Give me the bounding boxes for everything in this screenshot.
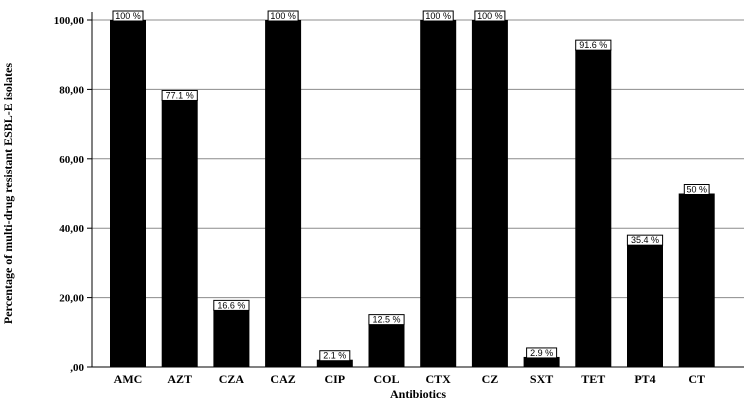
- bar-amc: [110, 20, 146, 367]
- bar-col: [368, 323, 405, 367]
- data-label: 91.6 %: [579, 40, 607, 50]
- data-label-box: [474, 10, 506, 22]
- y-tick-label: 100,00: [54, 15, 85, 27]
- x-tick-label: CTX: [426, 372, 452, 386]
- x-tick-label: TET: [581, 372, 605, 386]
- bar-cza: [213, 309, 250, 367]
- data-label-box: [267, 10, 299, 22]
- x-axis-ticks: AMC AZT CZA CAZ CIP COL CTX CZ SXT TET PT4 CT: [114, 372, 705, 386]
- bar-pt4: [627, 244, 663, 367]
- y-tick-label: ,00: [70, 362, 84, 374]
- bar-azt: [161, 99, 198, 367]
- data-label: 2.9 %: [530, 348, 553, 358]
- data-label-box: [526, 347, 558, 359]
- y-tick-label: 60,00: [59, 154, 84, 166]
- data-label: 100 %: [477, 11, 503, 21]
- x-tick-label: CZA: [219, 372, 245, 386]
- x-axis-title: Antibiotics: [390, 387, 446, 401]
- y-tick-label: 40,00: [59, 223, 84, 235]
- data-label-box: [368, 314, 405, 326]
- data-label-box: [575, 39, 612, 51]
- data-label-box: [683, 184, 710, 195]
- bar-cip: [316, 359, 353, 367]
- x-tick-label: COL: [373, 372, 399, 386]
- bar-ctx: [420, 20, 457, 367]
- data-label: 35.4 %: [631, 235, 659, 245]
- data-label: 16.6 %: [217, 300, 245, 310]
- bar-ct: [678, 193, 715, 367]
- y-axis-ticks: ,00 20,00 40,00 60,00 80,00 100,00: [54, 15, 92, 374]
- x-tick-label: CAZ: [270, 372, 295, 386]
- bar-tet: [575, 49, 612, 367]
- data-label: 100 %: [425, 11, 451, 21]
- y-axis-title: Percentage of multi-drug resistant ESBL-…: [1, 63, 15, 325]
- x-tick-label: PT4: [634, 372, 655, 386]
- data-label: 100 %: [270, 11, 296, 21]
- data-label-box: [213, 299, 250, 311]
- bar-caz: [265, 20, 302, 367]
- data-label-box: [112, 10, 144, 22]
- bars: [110, 20, 715, 367]
- data-label: 12.5 %: [372, 315, 400, 325]
- data-label: 50 %: [686, 185, 707, 195]
- data-label: 2.1 %: [323, 351, 346, 361]
- x-tick-label: AZT: [167, 372, 192, 386]
- y-tick-label: 20,00: [59, 293, 84, 305]
- y-tick-label: 80,00: [59, 84, 84, 96]
- bar-sxt: [523, 356, 560, 367]
- x-tick-label: CIP: [324, 372, 345, 386]
- x-tick-label: CZ: [482, 372, 499, 386]
- data-label: 77.1 %: [166, 90, 194, 100]
- data-labels: 100 % 77.1 % 16.6 % 100 % 2.1 % 12.5 % 100 % 10…: [112, 10, 710, 362]
- bar-cz: [471, 20, 508, 367]
- x-tick-label: CT: [688, 372, 705, 386]
- data-label-box: [422, 10, 454, 22]
- data-label-box: [161, 89, 198, 101]
- data-label-box: [319, 350, 351, 362]
- data-label: 100 %: [115, 11, 141, 21]
- x-tick-label: SXT: [530, 372, 553, 386]
- x-tick-label: AMC: [114, 372, 143, 386]
- data-label-box: [626, 234, 664, 246]
